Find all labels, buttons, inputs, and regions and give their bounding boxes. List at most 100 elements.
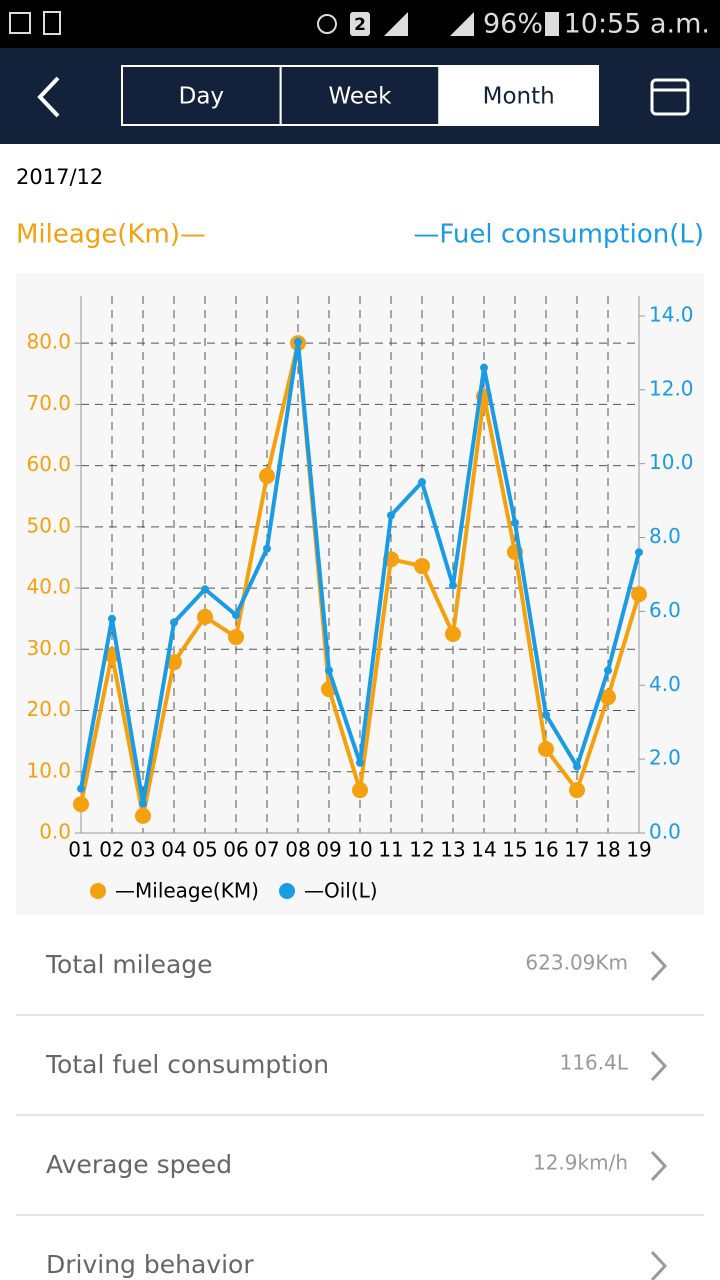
tab[interactable] [279,65,441,126]
y2-tick-label: 4.0 [649,672,681,696]
chart: 01 02 03 04 05 06 07 08 09 10 11 12 13 14 15 16 17 18 190.… [26,296,694,903]
y-tick-label: 40.0 [26,575,71,599]
data-point [259,468,275,485]
legend-marker [90,883,106,899]
y2-tick-label: 2.0 [649,746,681,770]
data-point [635,548,643,557]
row-label: Driving behavior [46,1250,254,1279]
x-tick-label: 15 [502,838,527,862]
chevron [650,1250,668,1280]
row-label: Total mileage [45,950,213,979]
data-point [387,511,395,520]
x-tick-label: 12 [409,838,434,862]
y-axis-title: Mileage(Km)— [16,220,206,250]
data-point [418,478,426,487]
x-tick-label: 10 [347,838,372,862]
y2-axis-title: —Fuel consumption(L) [413,220,704,250]
data-point [569,782,585,799]
data-point [232,611,240,620]
legend-label: —Mileage(KM) [115,879,259,903]
y2-tick-label: 12.0 [649,376,694,400]
y2-tick-label: 14.0 [649,302,694,326]
alarm-icon [317,14,337,34]
tab-label: Week [328,84,392,110]
data-point [414,558,430,575]
row-value: 623.09Km [525,951,628,975]
signal-icon [384,12,408,36]
sim-icon [350,12,370,36]
x-tick-label: 01 [68,838,93,862]
x-tick-label: 08 [285,838,310,862]
x-tick-label: 18 [595,838,620,862]
back-button[interactable] [37,76,60,118]
x-tick-label: 05 [192,838,217,862]
data-point [201,585,209,594]
x-tick-label: 19 [626,838,651,862]
x-tick-label: 02 [99,838,124,862]
x-tick-label: 17 [564,838,589,862]
data-point [356,758,364,767]
tab-group: Day Week Month [121,65,600,126]
status-icon [43,11,61,35]
data-point [294,337,302,346]
calendar-button[interactable] [650,78,690,116]
x-tick-label: 16 [533,838,558,862]
tab-label: Day [179,84,224,110]
x-tick-label: 13 [440,838,465,862]
data-point [166,654,182,671]
data-point [511,518,519,527]
y-tick-label: 0.0 [39,820,71,844]
y-tick-label: 80.0 [26,330,71,354]
tab[interactable] [438,65,600,126]
y2-tick-label: 6.0 [649,598,681,622]
data-point [170,618,178,627]
chevron [650,1050,668,1082]
data-point [263,544,271,553]
data-point [480,363,488,372]
x-tick-label: 04 [161,838,186,862]
y-tick-label: 50.0 [26,513,71,537]
legend-marker [279,883,295,899]
data-point [197,608,213,625]
data-point [77,784,85,793]
data-point [108,614,116,623]
data-point [352,782,368,799]
x-tick-label: 03 [130,838,155,862]
sim-number: 2 [354,15,366,35]
data-point [73,796,89,813]
y-tick-label: 10.0 [26,758,71,782]
data-point [449,581,457,590]
data-point [538,741,554,758]
y-tick-label: 60.0 [26,452,71,476]
y2-tick-label: 10.0 [649,450,694,474]
signal-icon [450,12,474,36]
chevron [650,950,668,982]
data-point [135,807,151,824]
date: 2017/12 [16,165,103,189]
row-value: 12.9km/h [533,1151,628,1175]
y2-tick-label: 8.0 [649,524,681,548]
x-tick-label: 14 [471,838,496,862]
y2-tick-label: 0.0 [649,820,681,844]
chevron [650,1150,668,1182]
status-icon [9,12,31,34]
data-point [228,629,244,646]
summary-list: Total mileage 623.09Km Total fuel consumpt… [16,950,704,1280]
x-tick-label: 09 [316,838,341,862]
data-point [445,625,461,642]
y-tick-label: 30.0 [26,636,71,660]
x-tick-label: 06 [223,838,248,862]
x-tick-label: 11 [378,838,403,862]
x-tick-label: 07 [254,838,279,862]
data-point [139,799,147,808]
row-label: Total fuel consumption [45,1050,329,1079]
y-tick-label: 70.0 [26,391,71,415]
data-point [325,666,333,675]
calendar-icon [650,78,690,116]
legend-label: —Oil(L) [304,879,378,903]
row-value: 116.4L [560,1051,629,1075]
data-point [573,762,581,771]
battery-level: 96% [483,9,543,40]
data-point [542,710,550,719]
